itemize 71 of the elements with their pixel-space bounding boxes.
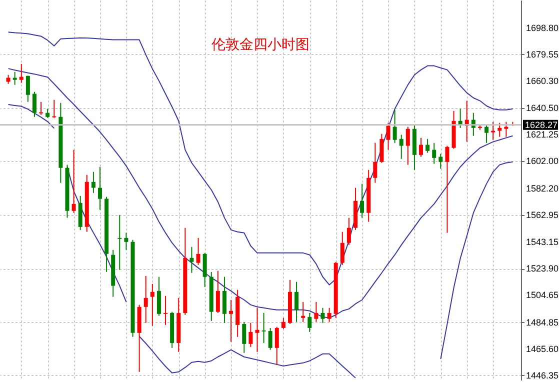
text: 伦敦金四小时图: [212, 37, 310, 53]
candlestick: [26, 75, 30, 102]
y-tick-label: 1465.60: [526, 344, 559, 354]
candlestick: [124, 232, 128, 250]
candlestick: [98, 166, 102, 210]
candlestick: [12, 71, 17, 86]
candlestick: [164, 295, 168, 326]
y-tick-label: 1543.15: [526, 237, 559, 248]
candlestick: [202, 252, 207, 288]
y-tick-label: 1504.65: [526, 290, 559, 300]
candlestick: [301, 301, 306, 322]
candlestick: [91, 171, 96, 194]
candlestick: [190, 246, 194, 274]
y-tick-label: 1679.55: [526, 49, 559, 60]
line-series: [8, 68, 514, 318]
candlestick: [262, 312, 266, 344]
candlestick: [255, 307, 260, 352]
candlestick: [248, 322, 253, 348]
candlestick: [308, 312, 312, 332]
candlestick: [274, 326, 279, 366]
y-tick-label: 1602.00: [526, 156, 559, 166]
candlestick: [144, 275, 148, 324]
candlestick: [360, 183, 364, 218]
ref-line-label: 1628.27: [525, 120, 558, 130]
candlestick: [281, 317, 286, 330]
candlestick: [229, 299, 234, 342]
candlestick: [196, 237, 200, 266]
candlestick: [150, 283, 154, 326]
candlestick: [491, 121, 496, 140]
y-tick-label: 1484.85: [526, 317, 559, 328]
candlestick: [268, 327, 272, 350]
y-tick-label: 1562.95: [526, 210, 559, 220]
candlestick: [392, 109, 397, 144]
candlestick: [406, 126, 410, 166]
candlestick: [327, 307, 332, 322]
y-tick-label: 1660.30: [526, 76, 559, 86]
candlestick: [373, 142, 378, 184]
candlestick: [314, 301, 318, 322]
candlestick: [78, 195, 82, 230]
candlestick: [380, 133, 384, 164]
candlestick: [52, 99, 56, 118]
candlestick: [386, 122, 390, 150]
candlestick: [216, 270, 220, 314]
candlestick: [32, 91, 36, 118]
y-tick-label: 1698.80: [526, 22, 559, 33]
candlestick: [419, 137, 424, 158]
candlestick: [222, 276, 226, 324]
y-tick-label: 1621.25: [526, 130, 559, 140]
candlestick: [19, 63, 24, 84]
candlestick: [340, 231, 344, 266]
candlestick: [320, 307, 325, 324]
candlestick: [438, 153, 443, 170]
y-tick-label: 1523.90: [526, 264, 559, 274]
candlestick: [484, 124, 489, 144]
candlestick: [118, 214, 122, 270]
candlestick: [399, 134, 404, 160]
candlestick: [72, 149, 76, 214]
line-series: [8, 32, 514, 286]
candlestick: [39, 101, 44, 116]
y-tick-label: 1582.20: [526, 183, 559, 194]
candlestick: [504, 121, 508, 138]
candlestick: [426, 138, 430, 154]
y-tick-label: 1446.35: [526, 370, 559, 380]
candlestick: [346, 217, 351, 246]
y-tick-label: 1640.50: [526, 103, 559, 114]
candlestick: [445, 145, 450, 234]
candlestick: [498, 122, 502, 138]
candlestick: [242, 321, 246, 354]
candlestick: [156, 276, 161, 316]
candlestick: [432, 142, 436, 164]
candlestick: [294, 281, 299, 322]
